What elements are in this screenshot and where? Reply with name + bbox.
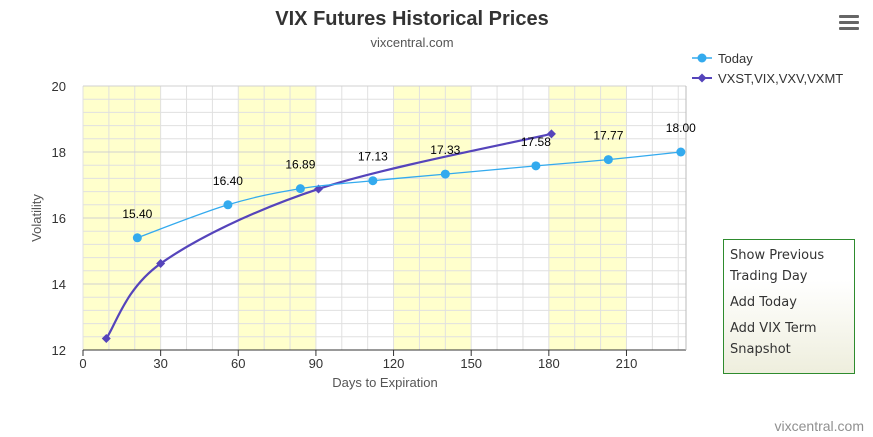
data-label-today: 16.89 [285,158,315,172]
chart-axes: 0 30 60 90 120 150 180 210 12 14 16 18 20 [52,79,687,371]
y-axis-title: Volatility [29,194,44,242]
menu-bar [839,27,859,30]
menu-label-line: Show Previous [730,248,825,263]
x-tick-label: 60 [231,356,245,371]
legend-label-vxst: VXST,VIX,VXV,VXMT [718,71,843,86]
data-label-today: 18.00 [666,121,696,135]
data-point-today [676,147,686,157]
chart-options-panel: Show Previous Trading Day Add Today Add … [723,239,855,374]
chart-grid [82,85,686,351]
chart-data-labels: 15.40 16.40 16.89 17.13 17.33 17.58 17.77 18.00 [122,121,696,221]
add-today-button[interactable]: Add Today [730,295,797,310]
credit-link[interactable]: vixcentral.com [775,418,864,434]
legend-marker-vxst [697,73,707,83]
data-label-today: 17.58 [521,135,551,149]
x-axis-title: Days to Expiration [332,375,438,390]
hamburger-menu-icon[interactable] [839,15,859,33]
series-line-vxst [105,132,552,340]
y-tick-label: 20 [52,79,66,94]
data-point-today [132,233,142,243]
data-point-today [368,176,378,186]
add-vix-term-snapshot-button[interactable]: Add VIX Term Snapshot [730,318,848,360]
x-tick-label: 210 [616,356,638,371]
x-tick-label: 30 [153,356,167,371]
data-point-vxst [156,259,166,269]
data-point-vxst [546,129,556,139]
data-label-today: 17.77 [593,129,623,143]
y-tick-label: 18 [52,145,66,160]
chart-subtitle: vixcentral.com [370,35,453,50]
y-tick-label: 14 [52,277,66,292]
x-tick-label: 0 [79,356,86,371]
data-label-today: 16.40 [213,174,243,188]
chart-series [101,129,686,343]
data-point-vxst [101,333,111,343]
x-tick-label: 90 [309,356,323,371]
menu-bar [839,15,859,18]
x-tick-label: 180 [538,356,560,371]
x-tick-label: 150 [460,356,482,371]
data-label-today: 15.40 [122,207,152,221]
legend-item-today[interactable]: Today [692,51,753,66]
legend-marker-today [697,53,707,63]
y-tick-label: 16 [52,211,66,226]
chart-title: VIX Futures Historical Prices [275,8,548,30]
data-point-today [603,155,613,165]
menu-bar [839,21,859,24]
data-point-today [223,200,233,210]
x-tick-label: 120 [383,356,405,371]
menu-label-line: Snapshot [730,342,791,357]
show-previous-trading-day-button[interactable]: Show Previous Trading Day [730,245,848,287]
data-point-today [295,184,305,194]
chart-legend: Today VXST,VIX,VXV,VXMT [692,51,843,86]
y-tick-label: 12 [52,343,66,358]
menu-label-line: Add VIX Term [730,321,817,336]
legend-label-today: Today [718,51,753,66]
data-point-today [531,161,541,171]
legend-item-vxst[interactable]: VXST,VIX,VXV,VXMT [692,71,843,86]
data-label-today: 17.33 [430,143,460,157]
menu-label-line: Trading Day [730,269,808,284]
data-point-today [440,169,450,179]
data-label-today: 17.13 [358,150,388,164]
